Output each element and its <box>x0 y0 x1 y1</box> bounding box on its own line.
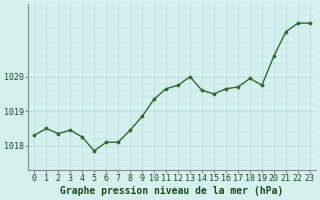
X-axis label: Graphe pression niveau de la mer (hPa): Graphe pression niveau de la mer (hPa) <box>60 186 284 196</box>
